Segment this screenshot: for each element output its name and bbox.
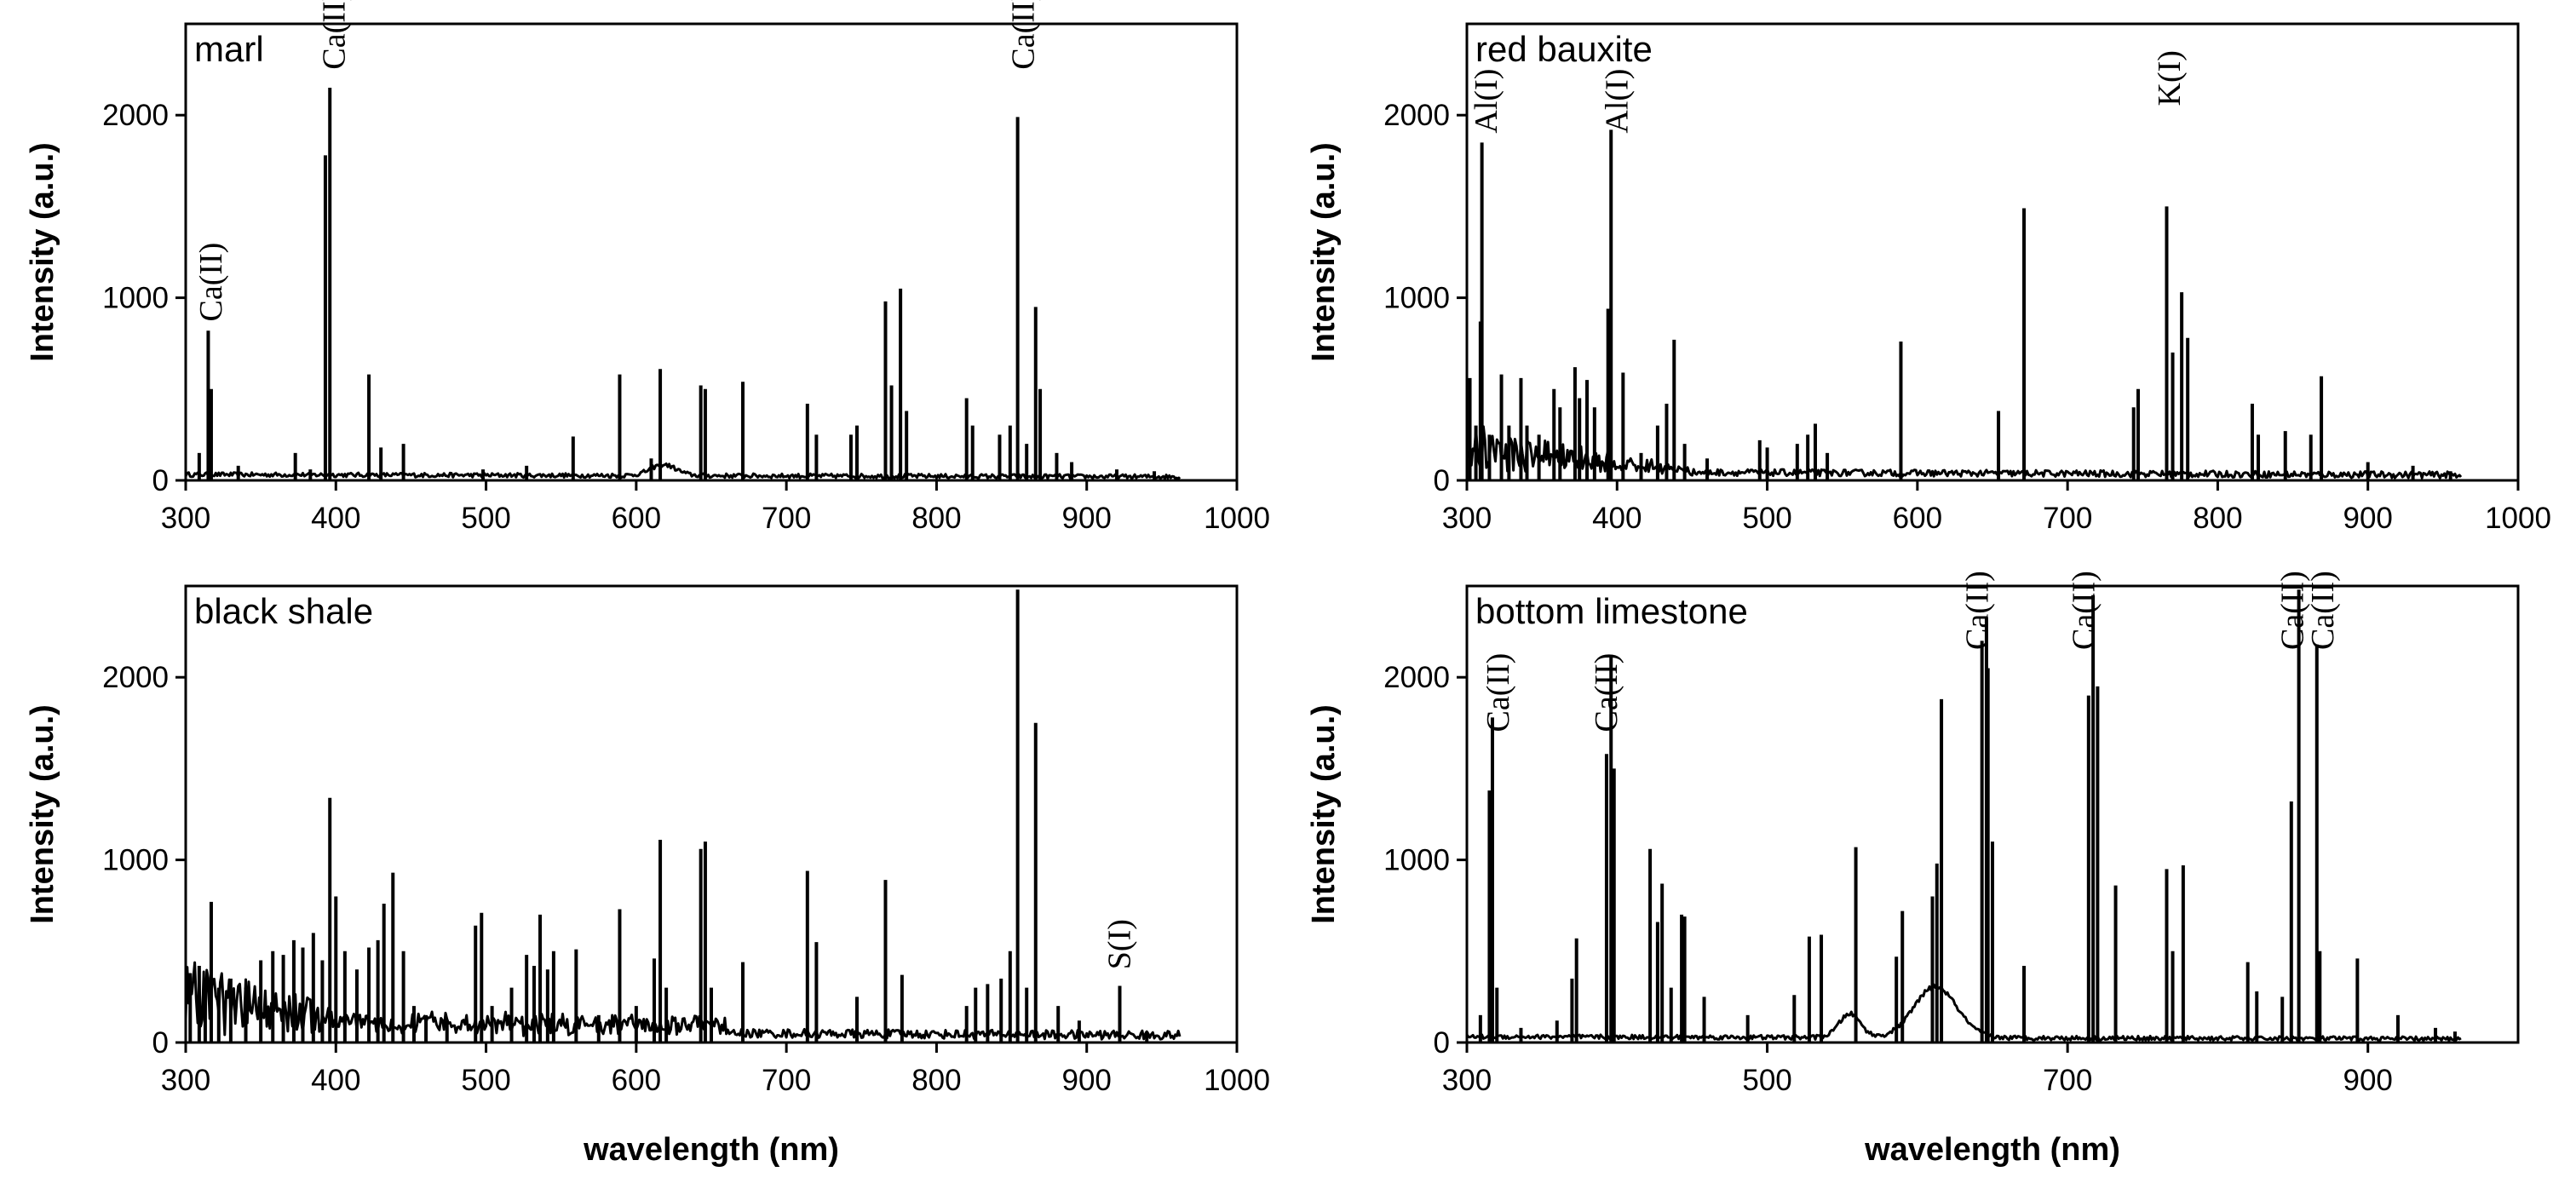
y-axis-title-marl: Intensity (a.u.) xyxy=(25,142,60,362)
spectrum-line xyxy=(1465,425,2463,480)
x-tick-label: 800 xyxy=(911,1064,961,1097)
x-tick-label: 300 xyxy=(1442,1064,1492,1097)
peak-annotation: Ca(II) xyxy=(1959,571,1995,650)
y-tick-label: 0 xyxy=(1434,464,1450,497)
y-tick-label: 1000 xyxy=(102,844,169,877)
panel-red-bauxite: red bauxite 0 1000 2000 300 400 500 600 700 800 9… xyxy=(1383,22,2551,535)
panel-bottom-limestone: bottom limestone 0 1000 2000 300 500 700 900 C… xyxy=(1383,571,2520,1097)
panel-title: bottom limestone xyxy=(1475,591,1748,631)
x-tick-label: 700 xyxy=(762,1064,811,1097)
x-tick-label: 800 xyxy=(911,502,961,535)
x-tick-label: 500 xyxy=(461,502,510,535)
x-tick-label: 600 xyxy=(612,1064,661,1097)
peak-labels: Al(I) Al(I) K(I) xyxy=(1469,50,2188,134)
peak-annotation: Ca(II) xyxy=(1481,653,1516,732)
y-tick-label: 1000 xyxy=(102,282,169,315)
x-tick-label: 500 xyxy=(1742,502,1791,535)
x-tick-label: 400 xyxy=(311,1064,360,1097)
y-axis-title-red-bauxite: Intensity (a.u.) xyxy=(1306,142,1342,362)
panel-title: marl xyxy=(194,29,264,69)
peak-annotation: Ca(II) xyxy=(317,0,353,70)
x-tick-label: 900 xyxy=(2343,1064,2393,1097)
y-axis-title-bottom-limestone: Intensity (a.u.) xyxy=(1306,704,1342,924)
y-tick-label: 2000 xyxy=(102,99,169,132)
x-tick-label: 400 xyxy=(1592,502,1642,535)
x-tick-label: 400 xyxy=(311,502,360,535)
y-tick-label: 2000 xyxy=(1383,661,1450,694)
panel-black-shale: black shale 0 1000 2000 300 400 500 600 700 800 9… xyxy=(102,584,1270,1097)
x-tick-label: 300 xyxy=(161,502,210,535)
peak-lines xyxy=(188,589,1149,1043)
peak-annotation: Ca(II) xyxy=(2305,571,2341,650)
peak-lines xyxy=(1468,129,2452,480)
y-tick-label: 2000 xyxy=(1383,99,1450,132)
y-tick-label: 0 xyxy=(152,464,169,497)
axes: 0 1000 2000 300 400 500 600 700 800 900 1000 xyxy=(102,661,1270,1097)
x-tick-label: 300 xyxy=(161,1064,210,1097)
x-tick-label: 1000 xyxy=(2485,502,2551,535)
y-axis-title-black-shale: Intensity (a.u.) xyxy=(25,704,60,924)
axes: 0 1000 2000 300 400 500 600 700 800 900 1000 xyxy=(102,99,1270,535)
y-tick-label: 2000 xyxy=(102,661,169,694)
peak-annotation: Ca(II) xyxy=(2067,571,2102,650)
axes: 0 1000 2000 300 500 700 900 xyxy=(1383,661,2393,1097)
peak-labels: Ca(II) Ca(II)Ca(II) Ca(II) Ca(II)Ca(II) xyxy=(1481,571,2341,732)
peak-annotation: Ca(II) xyxy=(193,243,229,322)
x-tick-label: 900 xyxy=(2343,502,2393,535)
peak-annotation: S(I) xyxy=(1102,919,1138,969)
peak-annotation: Al(I) xyxy=(1599,69,1635,134)
y-tick-label: 0 xyxy=(1434,1026,1450,1060)
x-tick-label: 300 xyxy=(1442,502,1492,535)
spectrum-line xyxy=(184,961,1182,1041)
peak-annotation: Ca(II) xyxy=(1006,0,1042,70)
panel-title: black shale xyxy=(194,591,373,631)
peak-annotation: Ca(II) xyxy=(2275,571,2311,650)
peak-annotation: Al(I) xyxy=(1469,69,1504,134)
y-tick-label: 0 xyxy=(152,1026,169,1060)
x-tick-label: 500 xyxy=(461,1064,510,1097)
axes: 0 1000 2000 300 400 500 600 700 800 900 1000 xyxy=(1383,99,2551,535)
peak-annotation: K(I) xyxy=(2152,50,2188,106)
panel-title: red bauxite xyxy=(1475,29,1653,69)
plot-frame xyxy=(1465,22,2520,482)
spectrum-line xyxy=(1465,983,2462,1043)
y-tick-label: 1000 xyxy=(1383,282,1450,315)
spectrum-line xyxy=(184,462,1182,480)
x-axis-title-bottom-limestone: wavelength (nm) xyxy=(1864,1132,2120,1168)
x-tick-label: 700 xyxy=(2043,1064,2092,1097)
x-tick-label: 800 xyxy=(2193,502,2242,535)
x-axis-title-black-shale: wavelength (nm) xyxy=(583,1132,839,1168)
x-tick-label: 900 xyxy=(1062,1064,1112,1097)
x-tick-label: 900 xyxy=(1062,502,1112,535)
peak-lines xyxy=(197,88,1157,480)
x-tick-label: 700 xyxy=(762,502,811,535)
y-tick-label: 1000 xyxy=(1383,844,1450,877)
x-tick-label: 600 xyxy=(612,502,661,535)
x-tick-label: 600 xyxy=(1893,502,1942,535)
x-tick-label: 1000 xyxy=(1204,1064,1270,1097)
x-tick-label: 700 xyxy=(2043,502,2092,535)
peak-lines xyxy=(1478,589,2457,1043)
plot-frame xyxy=(184,22,1239,482)
peak-labels: Ca(II) Ca(II) Ca(II) xyxy=(193,0,1042,322)
x-tick-label: 500 xyxy=(1742,1064,1791,1097)
peak-annotation: Ca(II) xyxy=(1589,653,1624,732)
peak-labels: S(I) xyxy=(1102,919,1138,969)
x-tick-label: 1000 xyxy=(1204,502,1270,535)
